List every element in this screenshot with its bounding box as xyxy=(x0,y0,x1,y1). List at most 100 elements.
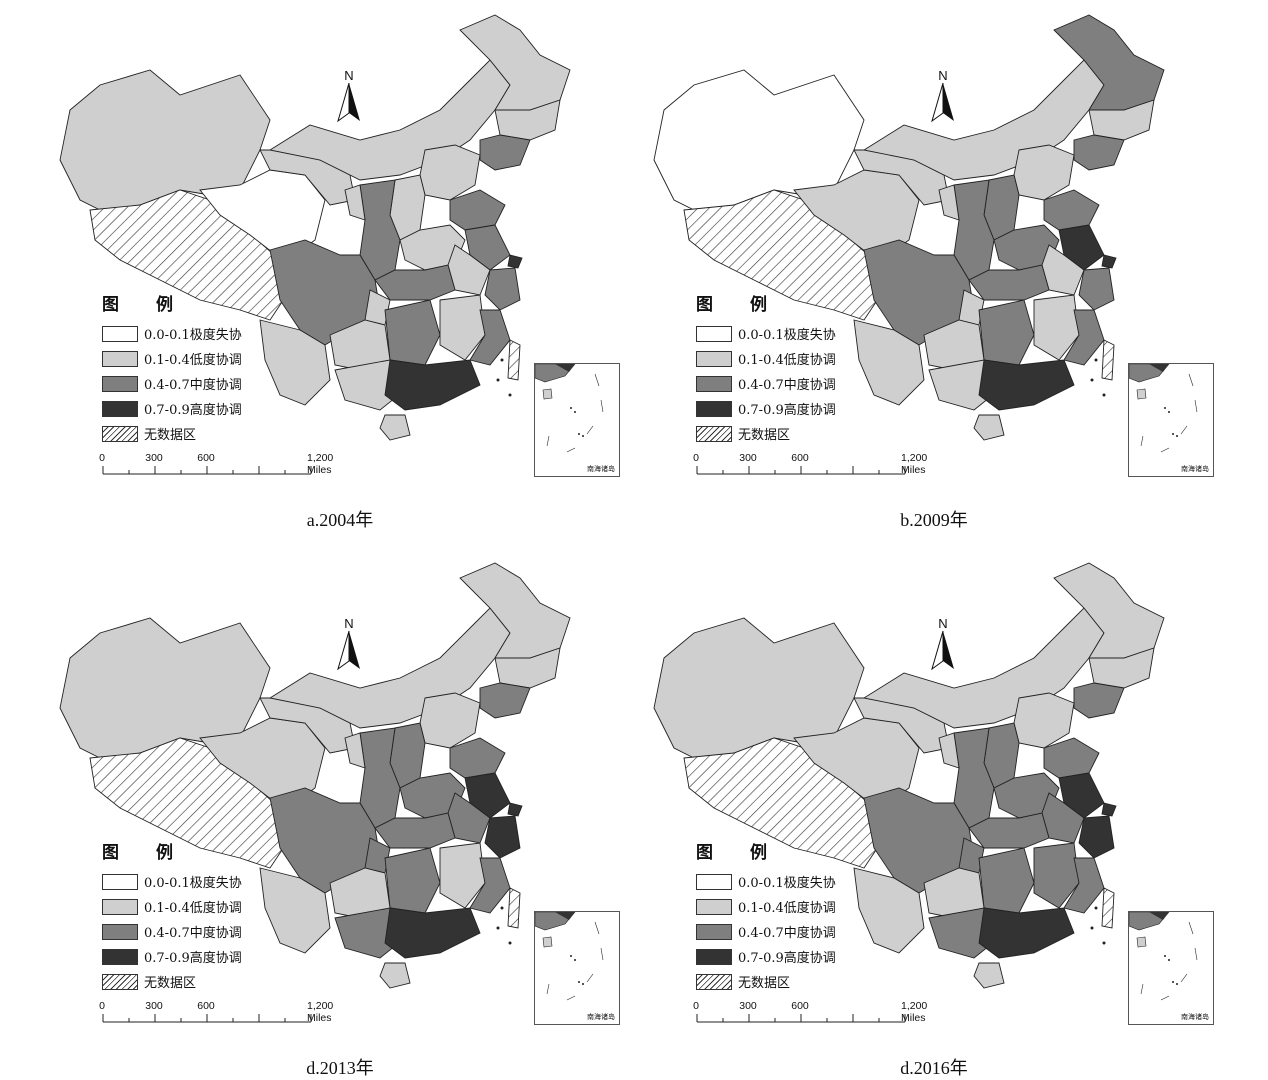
legend-swatch xyxy=(696,873,732,890)
region-hunan xyxy=(384,847,441,914)
legend-item: 0.7-0.9高度协调 xyxy=(102,944,242,969)
scale-label: 600 xyxy=(197,452,215,464)
scale-label: 300 xyxy=(739,1000,757,1012)
legend-label: 0.1-0.4低度协调 xyxy=(144,901,242,916)
region-taiwan xyxy=(507,887,521,929)
island-mark xyxy=(1090,926,1094,930)
north-label: N xyxy=(344,616,354,631)
legend-swatch xyxy=(102,948,138,965)
scale-bar: 0 300 600 1,200 Miles xyxy=(693,452,976,479)
south-china-sea-inset: 南海诸岛 xyxy=(534,363,620,477)
region-hubei xyxy=(374,812,456,849)
region-hebei xyxy=(419,692,481,749)
region-yunnan xyxy=(853,319,925,406)
map-panel-2016: N 图 例 0.0-0.1极度失协 0.1-0.4低度协调 0.4-0.7中度协调 0.7… xyxy=(634,548,1234,1078)
legend: 图 例 0.0-0.1极度失协 0.1-0.4低度协调 0.4-0.7中度协调 0.7-… xyxy=(102,290,242,446)
region-yunnan xyxy=(259,319,331,406)
region-hainan xyxy=(973,962,1005,989)
region-shanghai xyxy=(507,802,523,817)
legend-swatch xyxy=(696,350,732,367)
legend-item: 0.1-0.4低度协调 xyxy=(102,346,242,371)
scale-bar: 0 300 600 1,200 Miles xyxy=(99,1000,382,1027)
region-taiwan xyxy=(507,339,521,381)
south-china-sea-inset: 南海诸岛 xyxy=(534,911,620,1025)
island-mark xyxy=(500,358,504,362)
region-jiangsu xyxy=(464,772,511,819)
legend-swatch xyxy=(102,425,138,442)
inset-map xyxy=(1128,911,1198,1001)
region-shanghai xyxy=(1101,254,1117,269)
legend-item: 0.4-0.7中度协调 xyxy=(696,371,836,396)
legend-swatch xyxy=(102,350,138,367)
inset-map xyxy=(1128,363,1198,453)
china-province-map xyxy=(59,562,571,989)
legend: 图 例 0.0-0.1极度失协 0.1-0.4低度协调 0.4-0.7中度协调 0.7-… xyxy=(696,838,836,994)
legend-swatch xyxy=(102,325,138,342)
legend-label: 无数据区 xyxy=(144,428,197,443)
region-zhejiang xyxy=(1078,267,1115,311)
legend-label: 0.4-0.7中度协调 xyxy=(144,926,242,941)
north-arrow-icon xyxy=(337,630,360,671)
north-arrow: N xyxy=(930,68,956,126)
island-mark xyxy=(508,941,512,945)
legend-label: 0.1-0.4低度协调 xyxy=(738,353,836,368)
region-hubei xyxy=(968,812,1050,849)
region-guangdong xyxy=(978,907,1075,959)
region-shanghai xyxy=(507,254,523,269)
region-yunnan xyxy=(853,867,925,954)
region-liaoning xyxy=(1073,682,1125,719)
legend-label: 无数据区 xyxy=(738,428,791,443)
region-hainan xyxy=(379,414,411,441)
region-yunnan xyxy=(259,867,331,954)
scale-label: 300 xyxy=(739,452,757,464)
scale-label: 1,200 Miles xyxy=(307,1000,334,1024)
north-arrow-icon xyxy=(337,82,360,123)
legend-label: 0.7-0.9高度协调 xyxy=(144,403,242,418)
map-panel-2013: N 图 例 0.0-0.1极度失协 0.1-0.4低度协调 0.4-0.7中度协调 0.7… xyxy=(40,548,640,1078)
scale-label: 1,200 Miles xyxy=(901,1000,928,1024)
region-hunan xyxy=(384,299,441,366)
inset-label: 南海诸岛 xyxy=(1181,465,1209,473)
island-mark xyxy=(508,393,512,397)
map-panel-2004: N 图 例 0.0-0.1极度失协 0.1-0.4低度协调 0.4-0.7中度协调 0.7… xyxy=(40,0,640,530)
region-hunan xyxy=(978,847,1035,914)
region-zhejiang xyxy=(484,815,521,859)
legend-label: 0.0-0.1极度失协 xyxy=(738,876,836,891)
region-jiangsu xyxy=(464,224,511,271)
island-mark xyxy=(1094,906,1098,910)
legend-label: 0.7-0.9高度协调 xyxy=(144,951,242,966)
island-mark xyxy=(1102,393,1106,397)
north-arrow: N xyxy=(336,616,362,674)
north-arrow: N xyxy=(336,68,362,126)
legend-item: 0.0-0.1极度失协 xyxy=(102,869,242,894)
region-guangdong xyxy=(384,359,481,411)
south-china-sea-inset: 南海诸岛 xyxy=(1128,363,1214,477)
legend-item: 0.7-0.9高度协调 xyxy=(696,396,836,421)
scale-label: 600 xyxy=(791,452,809,464)
region-jiangxi xyxy=(439,842,486,909)
region-jiangxi xyxy=(1033,842,1080,909)
china-province-map xyxy=(653,562,1165,989)
north-label: N xyxy=(938,68,948,83)
legend-label: 0.1-0.4低度协调 xyxy=(144,353,242,368)
panel-caption: b.2009年 xyxy=(900,510,968,530)
legend-title: 图 例 xyxy=(696,843,777,863)
legend-swatch xyxy=(696,948,732,965)
legend-title: 图 例 xyxy=(102,295,183,315)
legend-item: 0.0-0.1极度失协 xyxy=(696,321,836,346)
legend-label: 0.0-0.1极度失协 xyxy=(738,328,836,343)
legend-swatch xyxy=(696,923,732,940)
region-shanghai xyxy=(1101,802,1117,817)
legend-swatch xyxy=(102,375,138,392)
scale-ticks xyxy=(696,1014,906,1023)
region-ningxia xyxy=(344,184,366,221)
legend-item: 无数据区 xyxy=(696,421,836,446)
region-jiangsu xyxy=(1058,772,1105,819)
legend-label: 0.4-0.7中度协调 xyxy=(144,378,242,393)
region-zhejiang xyxy=(1078,815,1115,859)
scale-label: 1,200 Miles xyxy=(901,452,928,476)
scale-label: 600 xyxy=(791,1000,809,1012)
island-mark xyxy=(1102,941,1106,945)
scale-ticks xyxy=(696,466,906,475)
region-tibet xyxy=(89,189,291,321)
